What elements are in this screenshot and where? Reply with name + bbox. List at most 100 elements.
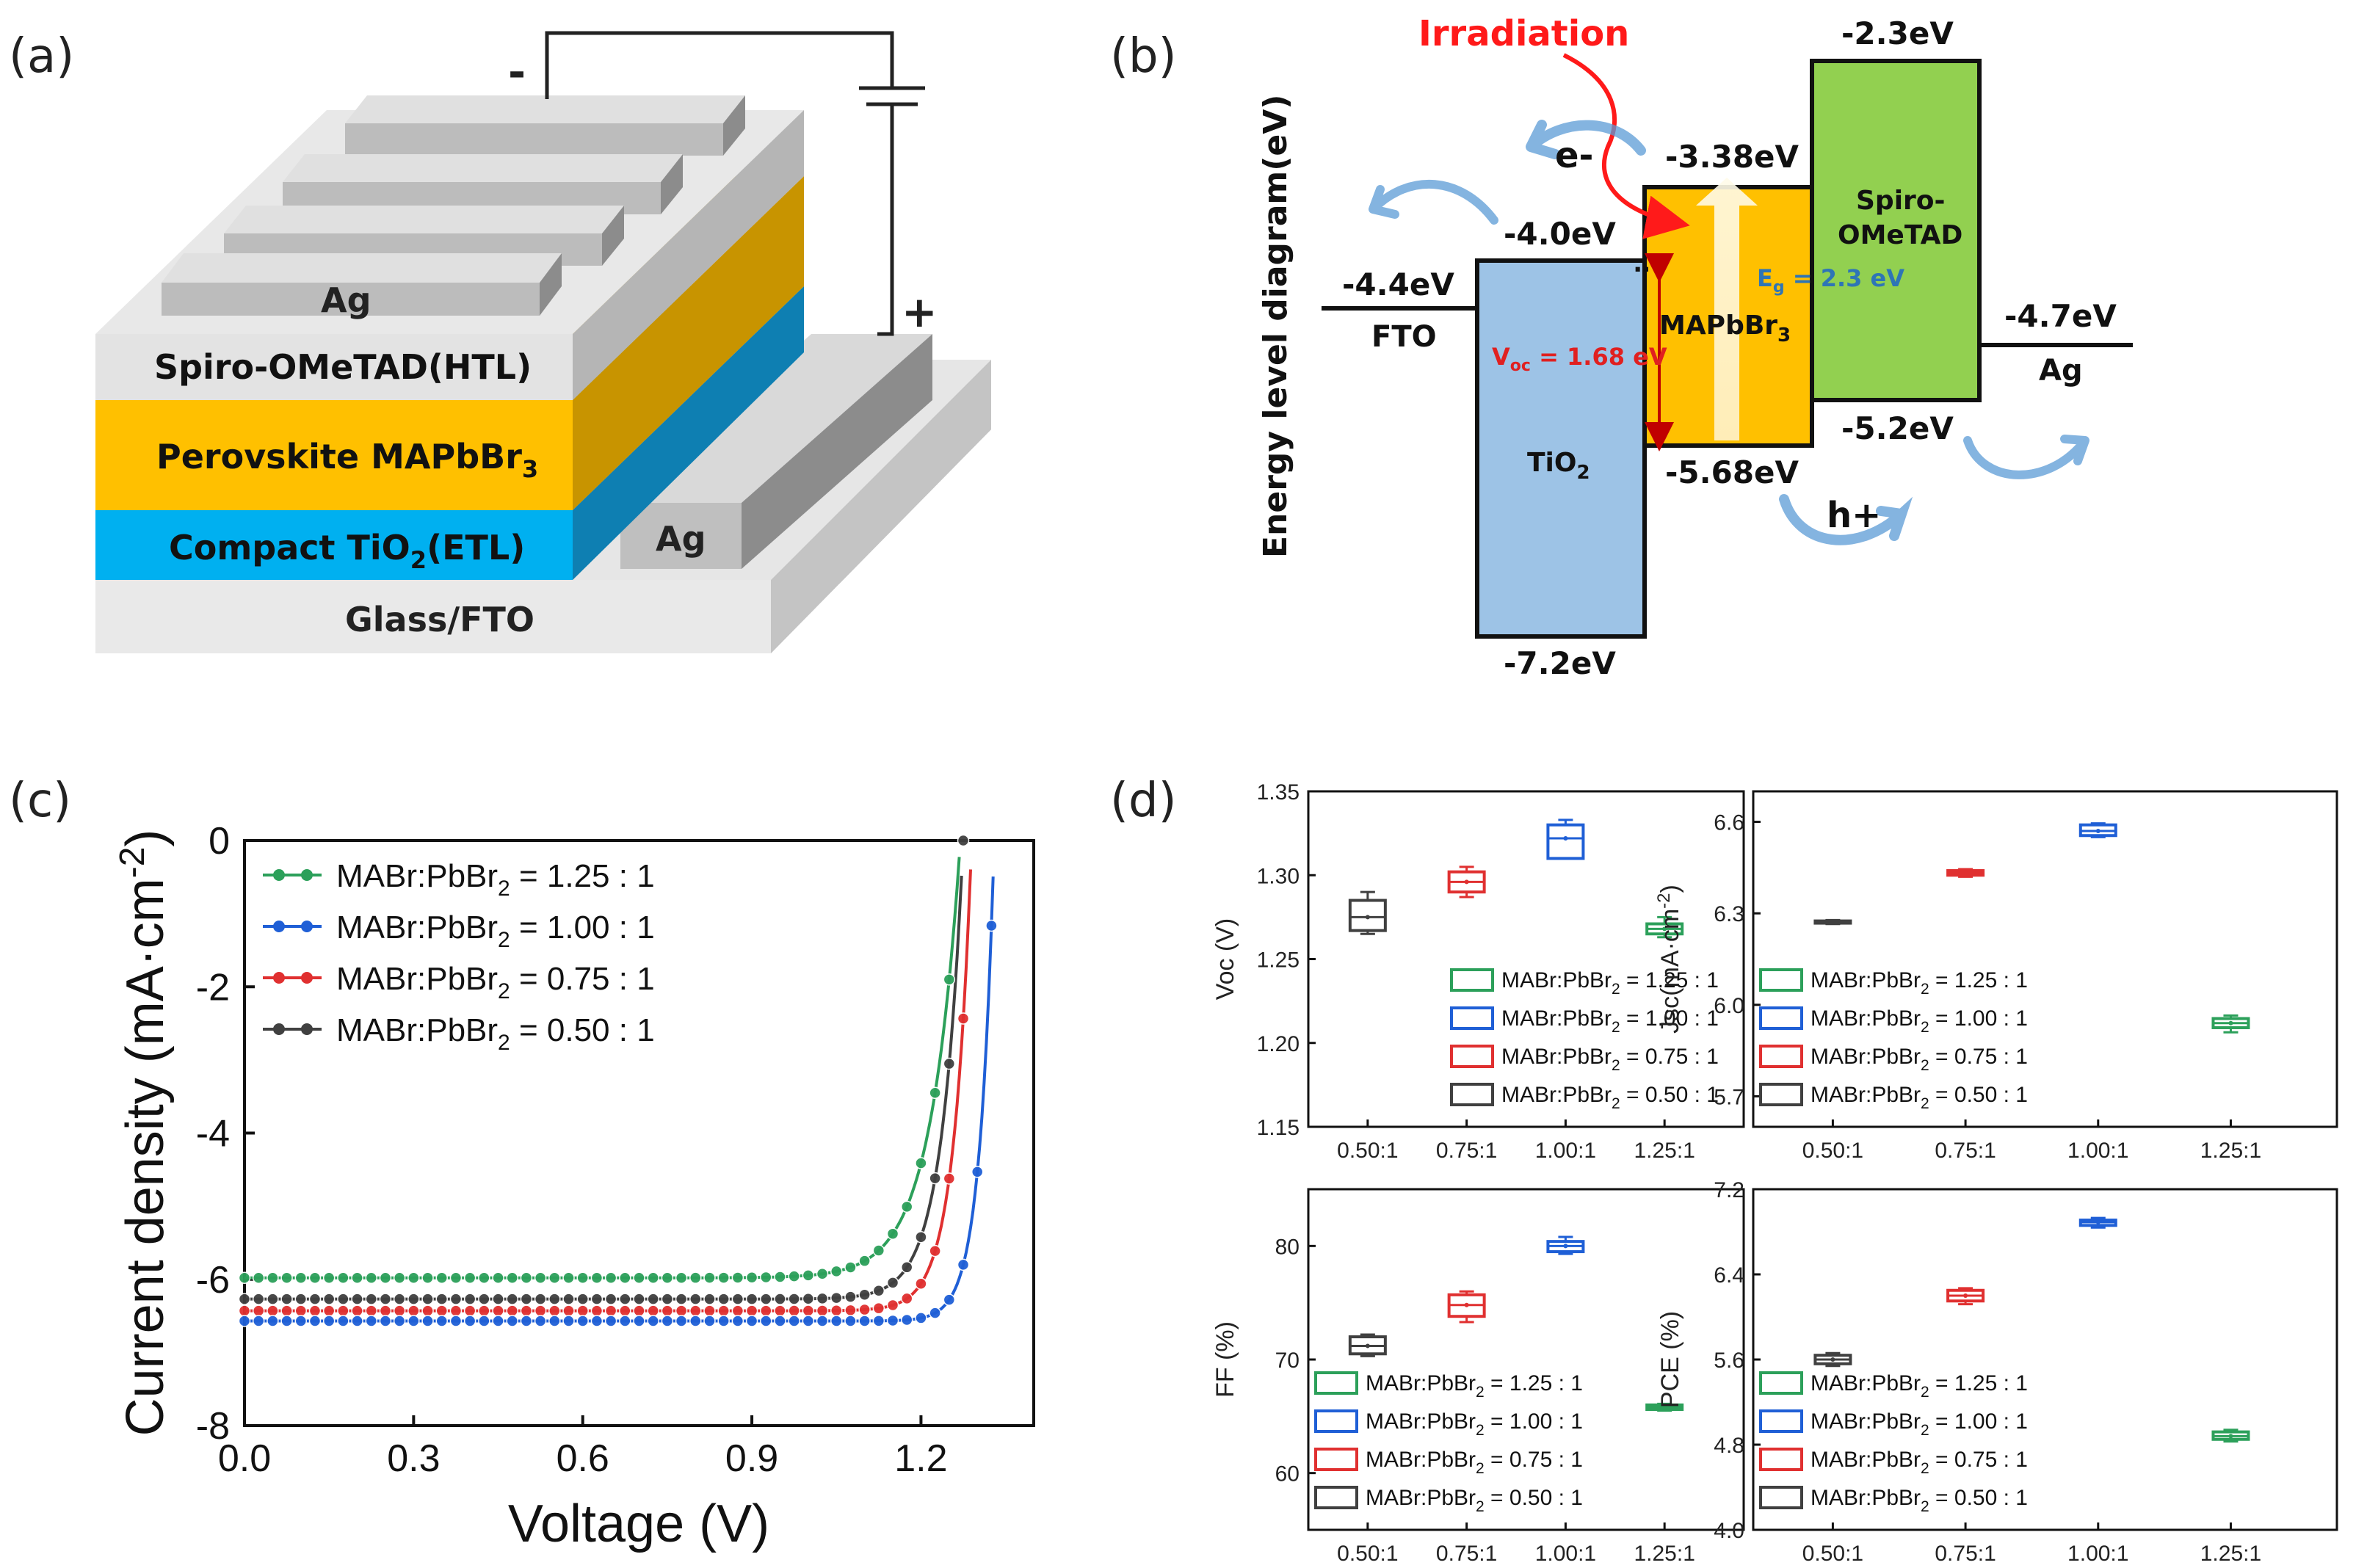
jv-point xyxy=(858,1255,871,1267)
box-0 xyxy=(1348,890,1387,935)
boxplot-legend-swatch xyxy=(1759,1409,1803,1433)
jv-point xyxy=(562,1293,575,1305)
fto-name: FTO xyxy=(1371,320,1437,354)
spiro-name-2: OMeTAD xyxy=(1838,220,1962,250)
box-0 xyxy=(1348,1333,1387,1357)
jv-point xyxy=(802,1304,815,1317)
jv-point xyxy=(844,1315,857,1327)
boxplot-xtick-label: 1.25:1 xyxy=(1634,1542,1694,1566)
jv-point xyxy=(689,1315,702,1327)
jv-xtick-label: 0.6 xyxy=(557,1437,609,1480)
jv-point xyxy=(858,1303,871,1316)
jv-point xyxy=(633,1293,645,1305)
boxplot-xtick-label: 1.00:1 xyxy=(1535,1542,1596,1566)
box-3 xyxy=(2211,1429,2250,1443)
jv-xtick-label: 0.9 xyxy=(725,1437,778,1480)
boxplot-legend-label: MABr:PbBr2 = 0.50 : 1 xyxy=(1366,1486,1583,1515)
jv-point xyxy=(478,1304,490,1317)
jv-point xyxy=(830,1291,843,1304)
jv-point xyxy=(379,1315,392,1327)
jv-point xyxy=(943,1172,956,1185)
jv-point xyxy=(280,1304,293,1317)
boxplot-legend-label: MABr:PbBr2 = 0.50 : 1 xyxy=(1811,1083,2028,1112)
jv-point xyxy=(915,1230,927,1244)
box-mean xyxy=(2228,1020,2233,1026)
boxplot-ytick-label: 6.3 xyxy=(1714,902,1744,926)
jv-point xyxy=(703,1315,716,1327)
jv-point xyxy=(802,1269,815,1282)
jv-point xyxy=(407,1315,420,1327)
jv-point xyxy=(534,1293,547,1305)
jv-point xyxy=(604,1293,617,1305)
jv-point xyxy=(576,1293,589,1305)
boxplot-1: 1.35 1.30 1.25 1.20 1.15 0.50:1 0.75:1 1.00:1 1.… xyxy=(1211,780,1745,1163)
jv-point xyxy=(774,1271,786,1283)
jv-legend-label: MABr:PbBr2 = 1.00 : 1 xyxy=(336,910,655,952)
tio2-vb-label: -7.2eV xyxy=(1504,645,1616,681)
jv-point xyxy=(548,1293,561,1305)
jv-point xyxy=(365,1304,378,1317)
jv-legend-marker xyxy=(301,921,313,932)
jv-point xyxy=(731,1293,744,1305)
boxplot-legend-swatch xyxy=(1759,1006,1803,1030)
jv-point xyxy=(506,1293,518,1305)
boxplot-legend-label: MABr:PbBr2 = 0.75 : 1 xyxy=(1366,1448,1583,1477)
jv-point xyxy=(435,1293,448,1305)
jv-point xyxy=(929,1307,941,1319)
jv-point xyxy=(647,1304,659,1317)
jv-point xyxy=(492,1271,504,1285)
boxplot-legend-label: MABr:PbBr2 = 1.25 : 1 xyxy=(1366,1371,1583,1401)
jv-point xyxy=(308,1271,322,1285)
jv-point xyxy=(915,1157,927,1169)
jv-point xyxy=(393,1315,406,1327)
jv-point xyxy=(731,1315,744,1327)
jv-point xyxy=(449,1271,463,1285)
panel-label-b: (b) xyxy=(1110,29,1177,84)
jv-point xyxy=(449,1304,463,1317)
box-mean xyxy=(1830,920,1835,925)
jv-point xyxy=(604,1315,617,1327)
jv-point xyxy=(633,1315,645,1327)
jv-point xyxy=(619,1304,631,1317)
boxplot-legend-swatch xyxy=(1314,1486,1358,1509)
boxplot-legend-label: MABr:PbBr2 = 0.75 : 1 xyxy=(1811,1448,2028,1477)
ag-fingers xyxy=(162,95,745,316)
boxplot-ylabel: FF (%) xyxy=(1211,1321,1239,1398)
box-2 xyxy=(2078,822,2117,838)
jv-point xyxy=(816,1268,829,1280)
jv-point xyxy=(886,1299,899,1312)
hole-label: h+ xyxy=(1827,495,1881,536)
boxplot-legend-swatch xyxy=(1759,1486,1803,1509)
jv-point xyxy=(520,1315,533,1327)
jv-point xyxy=(308,1315,322,1327)
jv-point xyxy=(816,1292,829,1305)
jv-point xyxy=(872,1284,885,1297)
boxplot-legend-label: MABr:PbBr2 = 1.25 : 1 xyxy=(1811,1371,2028,1401)
jv-series-0 xyxy=(238,857,961,1285)
jv-point xyxy=(421,1293,434,1305)
hole-transfer-arrow xyxy=(1779,494,1913,545)
jv-point xyxy=(661,1315,674,1327)
jv-legend-marker xyxy=(273,972,285,984)
jv-point xyxy=(562,1271,575,1285)
jv-point xyxy=(294,1304,308,1317)
jv-point xyxy=(774,1315,786,1327)
jv-point xyxy=(548,1304,561,1317)
jv-point xyxy=(900,1313,913,1326)
boxplot-ytick-label: 4.8 xyxy=(1714,1434,1744,1458)
jv-point xyxy=(731,1271,744,1284)
boxplot-legend-swatch xyxy=(1450,968,1494,992)
boxplot-legend-swatch xyxy=(1314,1448,1358,1471)
jv-point xyxy=(788,1293,800,1305)
box-body xyxy=(1546,823,1585,860)
boxplot-legend-swatch xyxy=(1759,1045,1803,1068)
jv-point xyxy=(633,1304,645,1317)
jv-point xyxy=(830,1315,843,1327)
jv-point xyxy=(393,1304,406,1317)
spiro-homo-label: -5.2eV xyxy=(1841,410,1954,446)
jv-point xyxy=(717,1304,730,1317)
jv-legend-marker xyxy=(301,972,313,984)
boxplot-xtick-label: 0.50:1 xyxy=(1802,1139,1863,1163)
jv-point xyxy=(788,1315,800,1327)
jv-point xyxy=(379,1293,392,1305)
